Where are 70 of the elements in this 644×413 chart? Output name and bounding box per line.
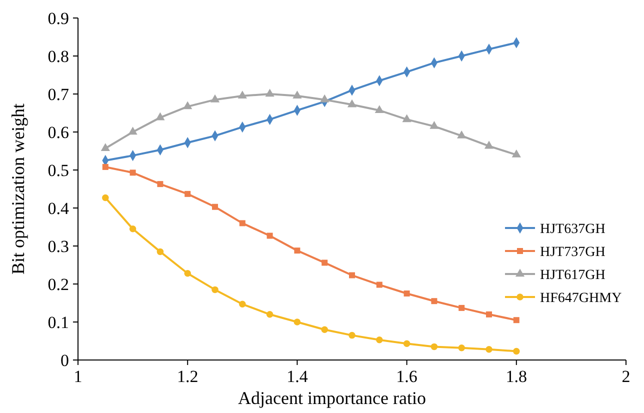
point: [374, 105, 384, 113]
point: [294, 248, 300, 254]
x-tick-label: 2: [622, 367, 630, 386]
point: [128, 126, 138, 135]
x-tick-label: 1.4: [286, 367, 308, 386]
point: [184, 190, 191, 197]
point: [430, 343, 438, 350]
legend-label: HF647GHMY: [540, 291, 622, 306]
point: [238, 90, 247, 99]
point: [130, 170, 136, 176]
point: [266, 311, 274, 318]
point: [183, 101, 192, 110]
point: [210, 94, 220, 102]
point: [266, 232, 273, 239]
y-tick-label: 0.9: [48, 9, 69, 28]
point: [265, 88, 274, 97]
y-tick-label: 0.6: [48, 123, 69, 142]
point: [513, 348, 520, 355]
point: [349, 272, 355, 278]
y-tick-label: 0.5: [48, 161, 69, 180]
y-tick-label: 0.2: [48, 275, 69, 294]
point: [404, 290, 410, 296]
point: [376, 336, 383, 344]
point: [239, 220, 246, 226]
legend-label: HJT737GH: [540, 245, 606, 260]
x-tick-label: 1.8: [506, 367, 528, 386]
y-axis-title: Bit optimization weight: [8, 104, 28, 274]
point: [212, 204, 218, 210]
y-tick-label: 0.1: [48, 313, 69, 332]
point: [484, 140, 494, 149]
point: [348, 332, 356, 339]
point: [129, 226, 136, 232]
point: [102, 164, 108, 170]
point: [212, 286, 218, 294]
legend-label: HJT617GH: [540, 268, 606, 283]
point: [512, 150, 521, 158]
point: [430, 121, 439, 129]
point: [292, 90, 302, 99]
legend-label: HJT637GH: [540, 222, 606, 237]
point: [322, 260, 328, 266]
point: [457, 130, 466, 138]
y-tick-label: 0.7: [48, 85, 70, 104]
point: [458, 344, 465, 352]
x-tick-label: 1.6: [396, 367, 418, 386]
point: [156, 112, 165, 120]
x-tick-label: 1: [74, 367, 82, 386]
point: [320, 94, 330, 102]
x-axis-title: Adjacent importance ratio: [238, 388, 426, 408]
point: [294, 318, 301, 326]
point: [347, 99, 357, 108]
point: [156, 248, 164, 256]
point: [321, 326, 328, 333]
point: [513, 317, 520, 324]
x-tick-label: 1.2: [176, 367, 198, 386]
point: [184, 270, 191, 277]
point: [486, 311, 492, 318]
point: [458, 304, 465, 311]
y-tick-label: 0.4: [48, 199, 70, 218]
point: [157, 181, 164, 188]
point: [402, 114, 412, 122]
point: [102, 194, 109, 202]
point: [486, 346, 492, 353]
y-tick-label: 0.8: [48, 47, 69, 66]
point: [239, 300, 246, 308]
y-tick-label: 0: [60, 351, 69, 370]
point: [403, 340, 410, 348]
y-tick-label: 0.3: [48, 237, 69, 256]
point: [100, 143, 110, 151]
point: [431, 298, 438, 304]
point: [376, 282, 382, 288]
